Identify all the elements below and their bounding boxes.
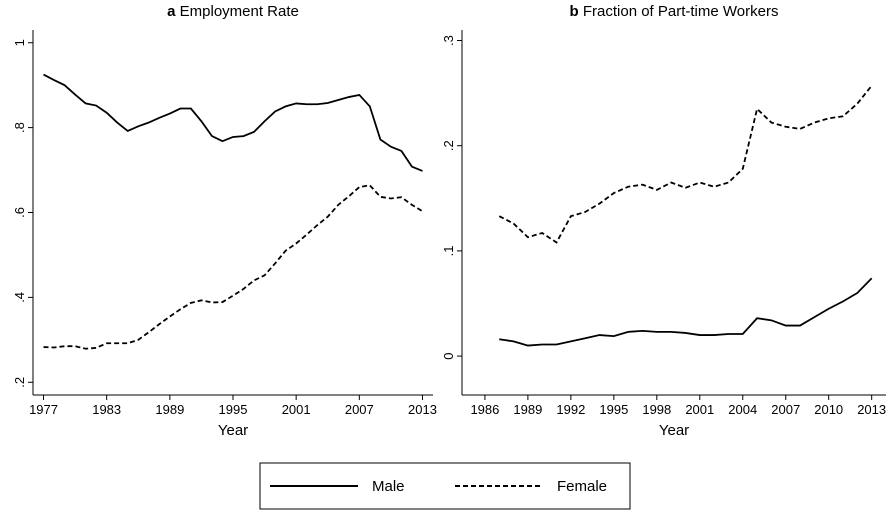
title-text: Fraction of Part-time Workers xyxy=(583,3,779,20)
x-tick-label: 1992 xyxy=(556,402,585,417)
panel-label: a xyxy=(167,3,176,20)
x-tick-label: 2001 xyxy=(282,402,311,417)
legend-label: Male xyxy=(372,478,405,495)
series-line xyxy=(43,184,423,350)
y-tick-label: .3 xyxy=(441,35,456,46)
y-tick-label: .6 xyxy=(12,207,27,218)
x-tick-label: 2010 xyxy=(814,402,843,417)
y-tick-label: .4 xyxy=(12,292,27,303)
title-text: Employment Rate xyxy=(180,3,299,20)
x-axis-label: Year xyxy=(659,422,689,439)
x-tick-label: 1986 xyxy=(470,402,499,417)
series-line xyxy=(499,277,873,347)
x-tick-label: 1983 xyxy=(92,402,121,417)
chart-title: a Employment Rate xyxy=(167,3,299,20)
y-tick-label: .8 xyxy=(12,122,27,133)
series-line xyxy=(43,73,423,172)
y-tick-label: 1 xyxy=(12,39,27,46)
x-tick-label: 1995 xyxy=(219,402,248,417)
legend-label: Female xyxy=(557,478,607,495)
y-tick-label: 0 xyxy=(441,352,456,359)
x-tick-label: 2013 xyxy=(857,402,886,417)
y-tick-label: .2 xyxy=(441,140,456,151)
x-tick-label: 1995 xyxy=(599,402,628,417)
series-line xyxy=(498,85,873,244)
x-tick-label: 2007 xyxy=(345,402,374,417)
y-tick-label: .2 xyxy=(12,377,27,388)
panel-label: b xyxy=(570,3,579,20)
x-tick-label: 2001 xyxy=(685,402,714,417)
x-tick-label: 2013 xyxy=(408,402,437,417)
x-axis-label: Year xyxy=(218,422,248,439)
x-tick-label: 1989 xyxy=(513,402,542,417)
chart-title: b Fraction of Part-time Workers xyxy=(570,3,779,20)
x-tick-label: 1998 xyxy=(642,402,671,417)
x-tick-label: 2007 xyxy=(771,402,800,417)
x-tick-label: 1977 xyxy=(29,402,58,417)
x-tick-label: 1989 xyxy=(155,402,184,417)
x-tick-label: 2004 xyxy=(728,402,757,417)
y-tick-label: .1 xyxy=(441,245,456,256)
